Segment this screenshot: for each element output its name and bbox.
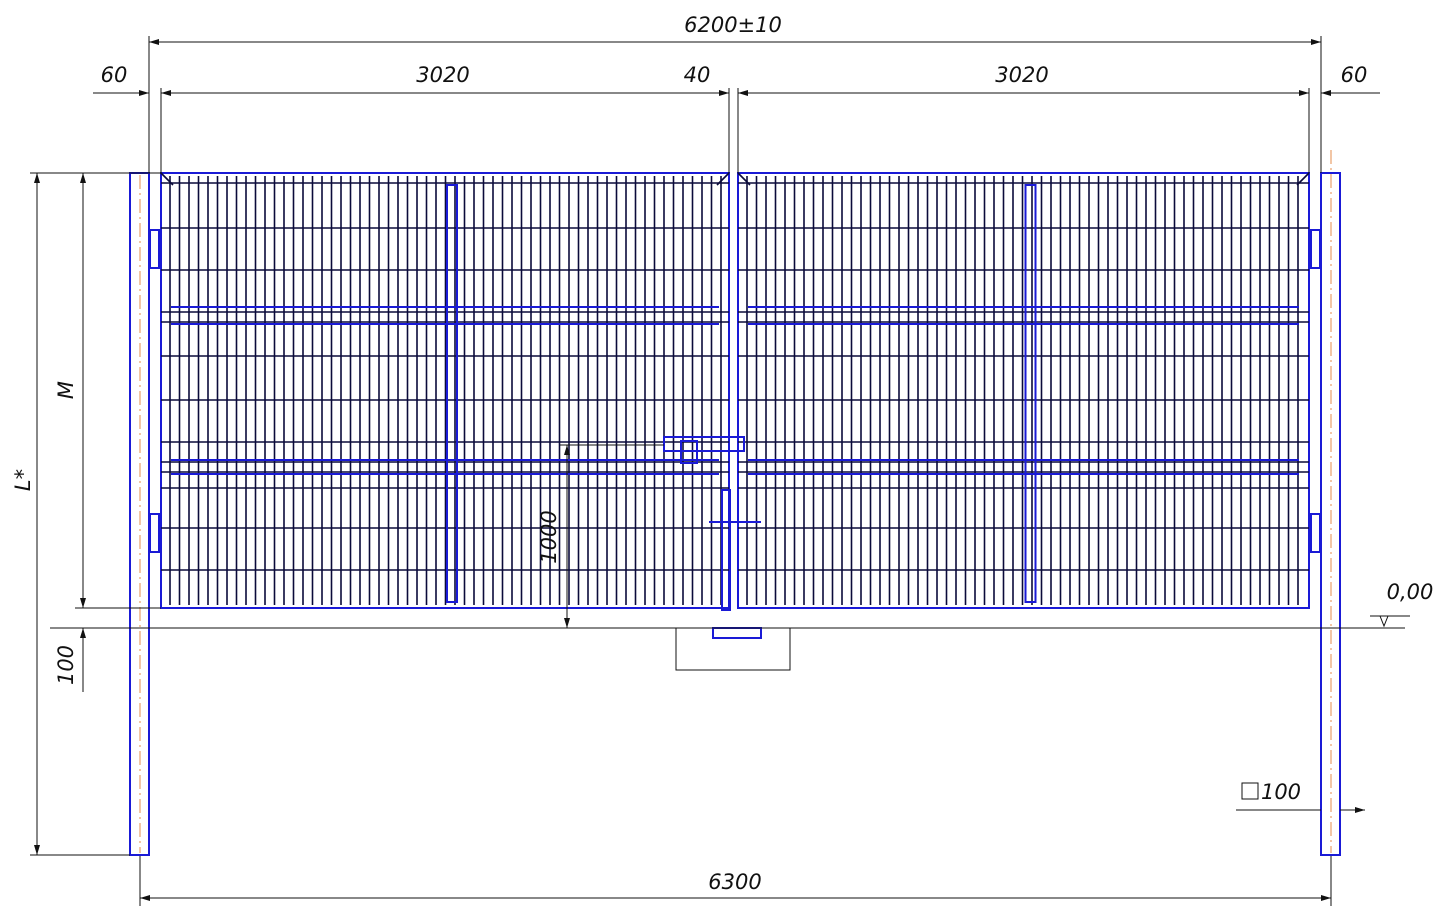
dim-text: 40 bbox=[684, 63, 711, 87]
dim-text: 1000 bbox=[537, 510, 561, 563]
dim-text: 6200±10 bbox=[684, 13, 782, 37]
latch bbox=[663, 436, 762, 639]
dim-text: 3020 bbox=[995, 63, 1048, 87]
dim-text: M bbox=[54, 381, 78, 399]
ground bbox=[50, 615, 1410, 671]
gate-mesh bbox=[160, 172, 1310, 609]
dim-text: 60 bbox=[1341, 63, 1368, 87]
mesh-part bbox=[446, 184, 458, 603]
dim-text: 6300 bbox=[708, 870, 761, 894]
dim-text: 3020 bbox=[416, 63, 469, 87]
mesh-part bbox=[737, 172, 1310, 186]
dim-text: 100 bbox=[1261, 780, 1301, 804]
mesh-part bbox=[160, 172, 730, 609]
dim-text: 0,00 bbox=[1387, 580, 1434, 604]
mesh-part bbox=[160, 172, 730, 186]
mesh-part bbox=[737, 172, 1310, 609]
dim-text: 100 bbox=[54, 645, 78, 685]
posts bbox=[129, 150, 1341, 856]
dim-text: L* bbox=[11, 469, 35, 491]
dimension-lines bbox=[30, 36, 1380, 906]
mesh-part bbox=[1024, 184, 1037, 603]
dim-text: 60 bbox=[101, 63, 128, 87]
